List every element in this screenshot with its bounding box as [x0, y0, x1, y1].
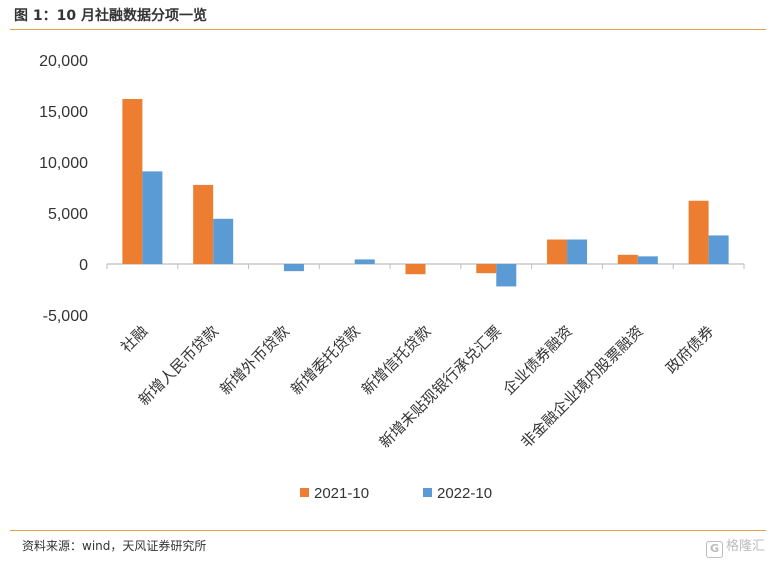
legend-label: 2021-10 [314, 485, 369, 502]
bar-2022-10-1 [213, 218, 234, 264]
legend-swatch [423, 488, 432, 497]
y-tick-label: -5,000 [43, 308, 88, 325]
bar-2021-10-6 [547, 239, 568, 264]
watermark-text: 格隆汇 [726, 539, 766, 554]
logo-icon: G [706, 541, 723, 558]
bar-2021-10-0 [122, 99, 143, 265]
legend-label: 2022-10 [437, 485, 492, 502]
legend: 2021-10 2022-10 [300, 485, 492, 502]
bar-2022-10-0 [142, 171, 163, 264]
category-label: 新增委托贷款 [287, 322, 363, 398]
category-label: 企业债券融资 [500, 322, 576, 398]
bar-2022-10-8 [708, 235, 729, 264]
y-tick-label: 15,000 [39, 104, 88, 121]
legend-swatch [300, 488, 309, 497]
category-label: 新增信托贷款 [358, 322, 434, 398]
bar-2022-10-2 [283, 264, 304, 272]
category-label: 社融 [117, 322, 151, 356]
bar-2022-10-7 [637, 256, 658, 264]
watermark-logo: G 格隆汇 [706, 535, 765, 558]
category-label: 非金融企业境内股票融资 [517, 322, 646, 451]
title-divider [10, 29, 766, 30]
bar-2022-10-5 [496, 264, 517, 287]
bar-2022-10-6 [567, 239, 588, 264]
bar-2022-10-3 [354, 259, 375, 264]
bar-2021-10-8 [688, 200, 709, 264]
bar-2021-10-5 [476, 264, 497, 274]
bar-layer [122, 99, 729, 287]
y-tick-label: 0 [79, 257, 88, 274]
bar-chart: -5,000 0 5,000 10,000 15,000 20,000 社融新增人民币贷款… [39, 53, 745, 502]
source-divider [10, 530, 766, 531]
y-tick-label: 5,000 [48, 206, 88, 223]
label-layer: 社融新增人民币贷款新增外币贷款新增委托贷款新增信托贷款新增未贴现银行承兑汇票企业… [117, 322, 717, 451]
category-label: 政府债券 [662, 322, 717, 377]
bar-2021-10-1 [193, 184, 214, 264]
category-label: 新增未贴现银行承兑汇票 [376, 322, 505, 451]
bar-2021-10-7 [617, 254, 638, 264]
y-tick-label: 20,000 [39, 53, 88, 70]
figure-title: 图 1：10 月社融数据分项一览 [14, 8, 207, 24]
bar-2021-10-4 [405, 264, 426, 275]
y-tick-label: 10,000 [39, 155, 88, 172]
source-note: 资料来源：wind，天风证券研究所 [22, 539, 207, 553]
category-label: 新增外币贷款 [216, 322, 292, 398]
